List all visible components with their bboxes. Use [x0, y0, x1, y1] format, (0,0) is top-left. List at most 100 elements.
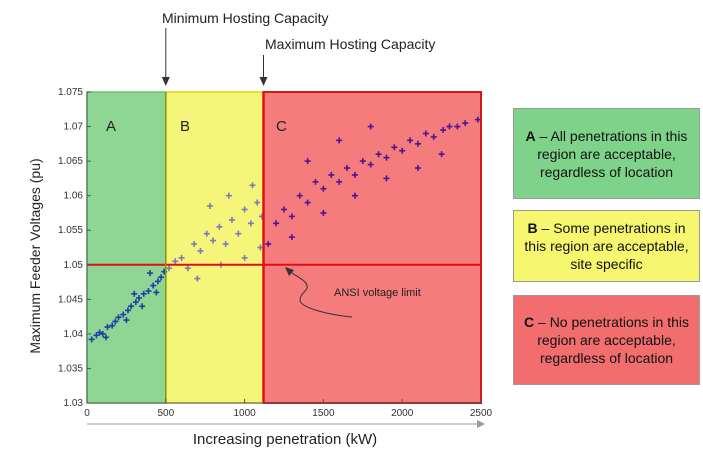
data-point-series-1	[123, 317, 130, 324]
max-hosting-capacity-label: Maximum Hosting Capacity	[265, 36, 435, 52]
y-tick-label: 1.04	[64, 329, 84, 340]
data-point-series-3	[399, 147, 406, 154]
data-point-series-2	[203, 230, 210, 237]
y-tick-label: 1.03	[64, 398, 84, 409]
region-label-c: C	[276, 118, 287, 135]
data-point-series-2	[254, 199, 261, 206]
min-hosting-capacity-label: Minimum Hosting Capacity	[162, 10, 329, 26]
min-hosting-arrow-head	[161, 77, 170, 86]
x-tick-label: 500	[157, 408, 174, 419]
data-point-series-3	[288, 234, 295, 241]
data-point-series-1	[124, 307, 131, 314]
region-c-fill	[263, 92, 481, 403]
data-point-series-3	[383, 154, 390, 161]
data-point-series-1	[102, 334, 109, 341]
plot-regions	[87, 92, 481, 403]
data-point-series-3	[446, 123, 453, 130]
legend-a-letter: A	[525, 127, 536, 144]
data-point-series-1	[136, 294, 143, 301]
data-point-series-2	[222, 241, 229, 248]
ansi-arrow-curve	[287, 269, 353, 318]
data-point-series-2	[197, 247, 204, 254]
data-point-series-1	[96, 329, 103, 336]
data-point-series-3	[407, 137, 414, 144]
data-point-series-2	[194, 275, 201, 282]
data-point-series-1	[109, 322, 116, 329]
data-point-series-3	[462, 120, 469, 127]
data-point-series-3	[336, 178, 343, 185]
x-tick-label: 0	[84, 408, 90, 419]
y-tick-label: 1.065	[58, 156, 83, 167]
data-point-series-3	[367, 123, 374, 130]
legend-c-letter: C	[524, 314, 535, 330]
x-axis-label: Increasing penetration (kW)	[193, 431, 377, 448]
legend-a-text: – All penetrations in this region are ac…	[535, 127, 688, 180]
data-point-series-3	[414, 140, 421, 147]
data-point-series-2	[235, 230, 242, 237]
data-point-series-1	[147, 270, 154, 277]
y-axis-label: Maximum Feeder Voltages (pu)	[27, 158, 43, 353]
region-b-fill	[165, 92, 264, 403]
data-point-series-3	[351, 171, 358, 178]
legend-c-text: – No penetrations in this region are acc…	[534, 314, 689, 366]
data-point-series-1	[93, 332, 100, 339]
y-tick-label: 1.05	[64, 260, 84, 271]
data-point-series-2	[247, 220, 254, 227]
y-tick-label: 1.055	[58, 225, 83, 236]
data-point-series-1	[140, 290, 147, 297]
legend-region-b: B – Some penetrations in this region are…	[513, 210, 700, 282]
data-point-series-3	[391, 144, 398, 151]
data-point-series-2	[241, 206, 248, 213]
data-point-series-1	[158, 274, 165, 281]
legend-b-letter: B	[527, 220, 538, 236]
max-hosting-arrow-head	[259, 77, 268, 86]
data-point-series-2	[216, 223, 223, 230]
data-point-series-3	[367, 161, 374, 168]
ansi-limit-label: ANSI voltage limit	[334, 287, 421, 299]
data-point-series-3	[344, 165, 351, 172]
data-point-series-3	[281, 206, 287, 213]
data-point-series-3	[273, 220, 280, 227]
data-point-series-1	[145, 288, 152, 295]
data-point-series-1	[153, 289, 160, 296]
data-point-series-1	[112, 318, 119, 325]
data-point-series-2	[184, 265, 191, 272]
data-point-series-1	[115, 314, 122, 321]
data-point-series-3	[359, 158, 366, 165]
data-point-series-3	[320, 185, 327, 192]
legend-region-c: C – No penetrations in this region are a…	[513, 295, 700, 385]
y-tick-label: 1.06	[64, 191, 84, 202]
data-point-series-3	[336, 137, 343, 144]
data-point-series-1	[88, 336, 95, 343]
data-point-series-3	[312, 178, 319, 185]
legend-region-a: A – All penetrations in this region are …	[513, 108, 700, 199]
region-a-fill	[87, 92, 166, 403]
y-tick-label: 1.045	[58, 294, 83, 305]
data-point-series-1	[99, 330, 106, 337]
data-point-series-1	[132, 299, 139, 306]
data-point-series-1	[150, 282, 157, 289]
data-point-series-3	[296, 192, 303, 199]
data-point-series-3	[375, 151, 382, 158]
data-point-series-2	[178, 254, 185, 261]
y-tick-label: 1.07	[64, 122, 84, 133]
data-point-series-2	[228, 216, 235, 223]
x-tick-label: 2500	[470, 408, 493, 419]
legend-b-text: – Some penetrations in this region are a…	[524, 220, 689, 272]
data-point-series-3	[422, 130, 429, 137]
data-point-series-3	[304, 199, 311, 206]
data-point-series-1	[120, 311, 127, 318]
data-point-series-3	[351, 192, 358, 199]
data-point-series-3	[430, 133, 437, 140]
data-point-series-3	[328, 171, 335, 178]
data-point-series-2	[241, 254, 248, 261]
x-tick-label: 1000	[233, 408, 256, 419]
data-point-series-2	[249, 182, 256, 189]
data-point-series-2	[206, 203, 213, 210]
data-point-series-1	[128, 303, 135, 310]
data-point-series-3	[304, 158, 311, 165]
data-point-series-2	[210, 237, 217, 244]
scatter-points	[88, 116, 481, 343]
data-point-series-3	[414, 165, 421, 172]
